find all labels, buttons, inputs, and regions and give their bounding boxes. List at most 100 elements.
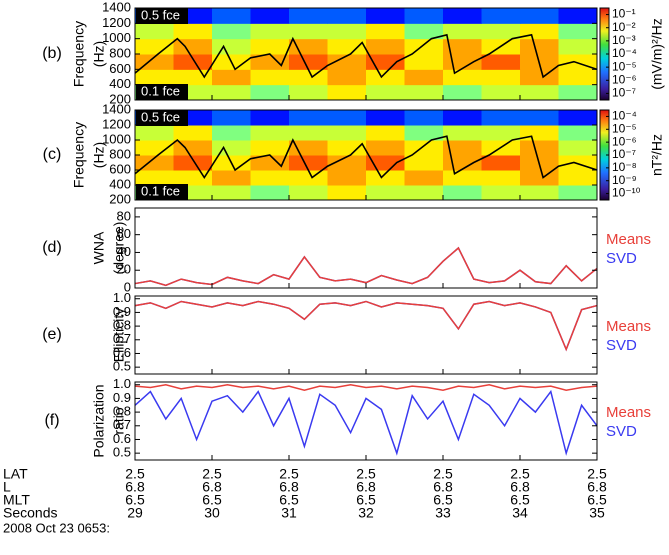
heatmap-cell — [366, 8, 405, 24]
heatmap-cell — [404, 185, 444, 201]
row-value: 2.5 — [279, 466, 299, 482]
y-tick-label: 40 — [117, 244, 131, 259]
row-value: 2.5 — [587, 466, 607, 482]
heatmap-cell — [443, 54, 482, 70]
heatmap-cell — [366, 170, 405, 186]
heatmap-cell — [327, 54, 367, 70]
y-tick-label: 200 — [109, 91, 131, 106]
heatmap-cell — [366, 110, 405, 126]
heatmap-cell — [250, 23, 290, 40]
heatmap-cell — [481, 23, 521, 40]
heatmap-cell — [443, 69, 482, 86]
row-value: 29 — [127, 505, 143, 521]
heatmap-cell — [558, 69, 598, 86]
heatmap-cell — [520, 185, 559, 201]
heatmap-cell — [404, 110, 444, 126]
frequency-trace — [134, 33, 598, 79]
colorbar-tick-label: 10⁻⁷ — [612, 86, 636, 100]
y-tick-label: 1.0 — [113, 376, 131, 391]
heatmap-cell — [212, 185, 251, 201]
y-tick-label: 0.6 — [113, 345, 131, 360]
y-tick-label: 600 — [109, 161, 131, 176]
heatmap-cell — [404, 84, 444, 101]
heatmap-cell — [558, 185, 598, 201]
heatmap-cell — [212, 69, 251, 86]
heatmap-cell — [481, 84, 521, 101]
heatmap-cell — [366, 23, 405, 40]
heatmap-cell — [289, 23, 328, 40]
heatmap-cell — [366, 69, 405, 86]
row-value: 6.5 — [587, 492, 607, 508]
heatmap-cell — [289, 185, 328, 201]
y-tick-label: 1.0 — [113, 290, 131, 305]
y-tick-label: 800 — [109, 45, 131, 60]
annotation-box — [136, 8, 188, 24]
heatmap-cell — [481, 8, 521, 24]
heatmap-cell — [250, 69, 290, 86]
row-value: 2.5 — [433, 466, 453, 482]
annotation-box — [136, 84, 188, 100]
heatmap-cell — [289, 69, 328, 86]
annotation: 0.5 fce — [141, 109, 180, 124]
heatmap-cell — [173, 54, 213, 70]
annotation: 0.1 fce — [141, 83, 180, 98]
heatmap-cell — [520, 38, 559, 55]
colorbar-tick-label: 10⁻³ — [612, 33, 636, 47]
heatmap-cell — [250, 155, 290, 171]
annotation: 0.5 fce — [141, 7, 180, 22]
heatmap-cell — [212, 170, 251, 186]
row-value: 6.8 — [433, 479, 453, 495]
y-tick-label: 0.7 — [113, 331, 131, 346]
heatmap-cell — [404, 125, 444, 141]
y-tick-label: 0 — [124, 279, 131, 294]
annotation-box — [136, 184, 188, 200]
series-line — [134, 389, 598, 456]
heatmap-cell — [558, 140, 598, 156]
y-axis-label: Polarization — [91, 384, 107, 457]
heatmap-cell — [558, 110, 598, 126]
y-tick-label: 1000 — [102, 131, 131, 146]
heatmap-cell — [520, 170, 559, 186]
heatmap-cell — [135, 170, 174, 186]
heatmap-cell — [443, 84, 482, 101]
heatmap-cell — [520, 23, 559, 40]
y-axis-label: (Hz) — [91, 142, 107, 168]
y-tick-label: 20 — [117, 262, 131, 277]
row-value: 32 — [358, 505, 374, 521]
row-value: 6.8 — [587, 479, 607, 495]
row-value: 30 — [204, 505, 220, 521]
series-line — [134, 383, 598, 391]
heatmap-cell — [404, 170, 444, 186]
heatmap-cell — [135, 69, 174, 86]
heatmap-cell — [327, 23, 367, 40]
y-axis-label: (degree) — [111, 222, 127, 275]
heatmap-cell — [173, 125, 213, 141]
colorbar-tick-label: 10⁻⁶ — [612, 134, 637, 148]
heatmap-cell — [443, 155, 482, 171]
y-axis-label: WNA — [91, 231, 107, 264]
legend-label: SVD — [606, 250, 637, 267]
heatmap-cell — [481, 185, 521, 201]
heatmap-cell — [173, 23, 213, 40]
row-value: 2.5 — [510, 466, 530, 482]
annotation-box — [136, 110, 188, 126]
y-tick-label: 0.8 — [113, 404, 131, 419]
y-tick-label: 400 — [109, 76, 131, 91]
panel-label: (f) — [44, 412, 59, 429]
heatmap-cell — [250, 84, 290, 101]
colorbar-tick-label: 10⁻⁶ — [612, 72, 637, 86]
heatmap-cell — [558, 125, 598, 141]
heatmap-cell — [250, 8, 290, 24]
row-value: 6.5 — [202, 492, 222, 508]
heatmap-cell — [135, 125, 174, 141]
heatmap-cell — [481, 125, 521, 141]
y-tick-label: 1400 — [102, 101, 131, 116]
y-tick-label: 0.5 — [113, 359, 131, 374]
colorbar-tick-label: 10⁻⁷ — [612, 147, 636, 161]
heatmap-cell — [404, 54, 444, 70]
y-tick-label: 1200 — [102, 15, 131, 30]
heatmap-cell — [520, 8, 559, 24]
heatmap-cell — [135, 23, 174, 40]
row-label: MLT — [3, 492, 30, 508]
